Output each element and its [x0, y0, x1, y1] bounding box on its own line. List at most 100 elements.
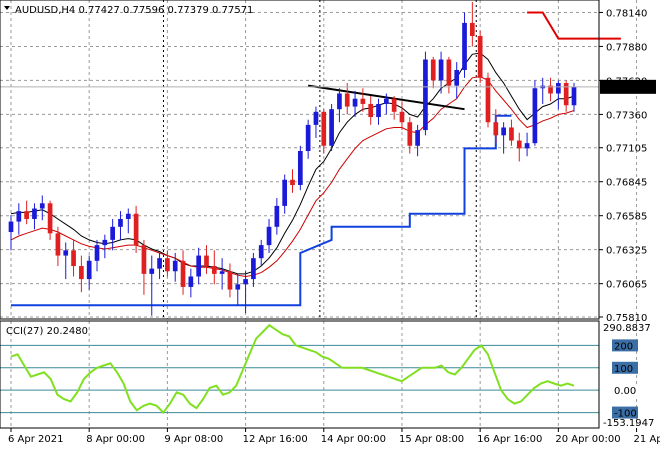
candle-body [352, 98, 358, 107]
x-tick-label: 16 Apr 16:00 [477, 434, 542, 445]
candle-body [563, 83, 569, 106]
candle-body [524, 143, 530, 149]
current-price-label: 0.77571 [604, 83, 645, 94]
candle-body [290, 179, 295, 185]
candle-body [532, 88, 538, 144]
triangle-down-icon[interactable] [4, 6, 10, 10]
candle-body [79, 266, 84, 280]
cci-min-label: -153.1947 [603, 418, 654, 429]
candle-body [430, 59, 436, 81]
candle-body [571, 86, 577, 106]
y-tick-label: 0.76845 [606, 178, 647, 189]
candle-body [141, 245, 147, 274]
x-tick-label: 6 Apr 2021 [8, 434, 63, 445]
candle-body [282, 179, 288, 206]
candle-body [24, 211, 29, 219]
candle-body [383, 98, 389, 104]
candle-body [149, 268, 155, 274]
candle-body [548, 85, 553, 94]
candle-body [71, 250, 76, 267]
candle-body [188, 276, 194, 287]
y-tick-label: 0.75810 [606, 313, 647, 324]
candle-body [211, 266, 217, 274]
candle-body [63, 250, 69, 256]
candle-body [305, 124, 311, 152]
candle-body [165, 258, 170, 272]
current-price-badge [600, 79, 656, 94]
candle-body [516, 140, 522, 149]
candle-body [509, 127, 514, 141]
candle-body [47, 203, 53, 234]
y-tick-label: 0.76585 [606, 212, 647, 223]
candle-body [32, 208, 37, 219]
y-tick-label: 0.78140 [606, 8, 647, 19]
cci-level-badge [612, 384, 638, 397]
candle-body [219, 271, 225, 274]
candle-body [321, 111, 327, 146]
cci-level-label: 200 [614, 341, 633, 352]
candle-body [337, 93, 342, 110]
candle-body [251, 258, 256, 280]
candle-body [94, 245, 100, 261]
cci-level-badge [612, 339, 638, 352]
cci-level-label: 0.00 [614, 386, 636, 397]
chart-header-text: AUDUSD,H4 0.77427 0.77596 0.77379 0.7757… [15, 5, 253, 16]
candle-body [16, 211, 22, 222]
candle-body [313, 111, 319, 125]
candle-body [235, 284, 241, 290]
candle-body [462, 22, 467, 70]
candle-body [86, 260, 92, 280]
candle-body [423, 59, 428, 131]
y-tick-label: 0.77880 [606, 42, 647, 53]
candle-body [204, 255, 209, 267]
y-tick-label: 0.77105 [606, 144, 647, 155]
stop-line-red [527, 11, 621, 40]
candle-body [172, 260, 178, 272]
candle-body [556, 83, 561, 94]
cci-header-text: CCI(27) 20.2480 [6, 326, 88, 337]
candle-body [501, 127, 506, 136]
candle-body [477, 35, 483, 78]
candle-body [297, 151, 303, 185]
candle-body [243, 279, 248, 285]
candle-body [118, 218, 123, 227]
candle-body [8, 221, 14, 233]
candle-body [102, 239, 108, 246]
candle-body [470, 22, 475, 36]
candle-body [446, 59, 452, 86]
cci-panel-border [0, 320, 600, 429]
candle-body [196, 255, 202, 277]
candle-body [407, 122, 413, 146]
candle-body [344, 93, 350, 107]
candle-body [125, 213, 131, 219]
candle-body [180, 260, 186, 287]
price-panel-border [0, 0, 600, 320]
candle-body [376, 103, 381, 118]
price-panel [0, 2, 621, 316]
cci-level-badge [612, 361, 638, 374]
candle-body [360, 98, 366, 104]
header: AUDUSD,H4 0.77427 0.77596 0.77379 0.7757… [4, 5, 253, 16]
stop-line-blue [11, 114, 512, 307]
y-tick-label: 0.77360 [606, 110, 647, 121]
candle-body [157, 258, 162, 269]
y-tick-label: 0.76065 [606, 280, 647, 291]
candle-body [399, 111, 405, 123]
candle-body [39, 203, 45, 209]
candle-body [415, 130, 420, 146]
candle-body [55, 233, 61, 256]
x-tick-label: 20 Apr 00:00 [555, 434, 620, 445]
cci-level-label: 100 [614, 364, 633, 375]
candle-body [258, 245, 264, 259]
x-tick-label: 14 Apr 00:00 [321, 434, 386, 445]
cci-level-badge [612, 406, 638, 419]
x-tick-label: 9 Apr 08:00 [164, 434, 223, 445]
y-tick-label: 0.76325 [606, 246, 647, 257]
grid [0, 0, 638, 428]
candle-body [133, 213, 139, 246]
cci-line [10, 323, 575, 415]
candle-body [493, 122, 499, 136]
x-tick-label: 12 Apr 16:00 [243, 434, 308, 445]
